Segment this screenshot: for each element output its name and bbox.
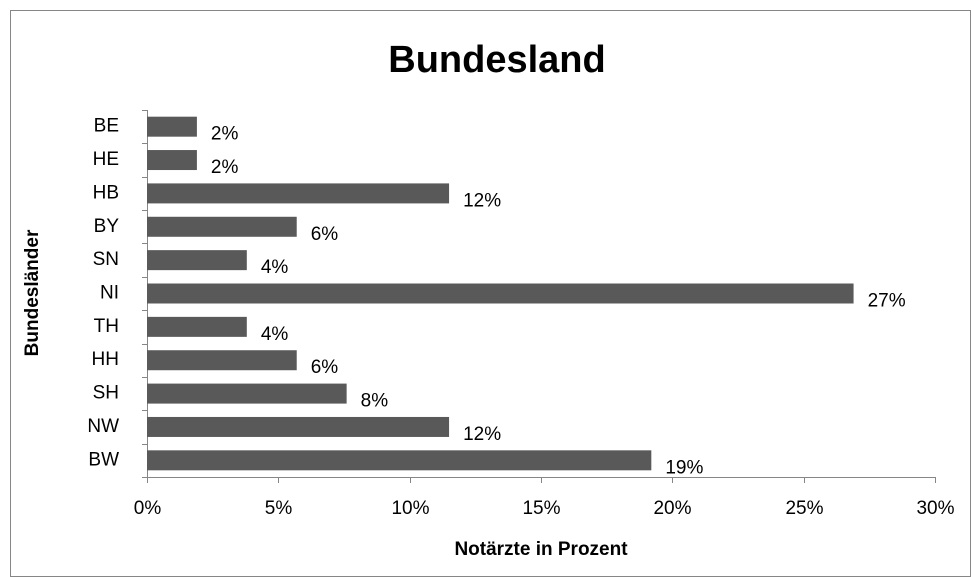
x-tick-label: 25% [785, 498, 823, 519]
y-tick-label: BW [88, 449, 119, 470]
data-label: 4% [261, 324, 289, 345]
y-axis-title: Bundesländer [22, 229, 43, 356]
bar [147, 216, 297, 237]
y-tick-label: HE [93, 149, 119, 170]
bar [147, 450, 652, 471]
bar [147, 283, 854, 304]
data-label: 8% [361, 391, 389, 412]
data-label: 27% [868, 291, 906, 312]
y-tick-label: BY [94, 216, 120, 237]
y-tick-label: SH [93, 383, 119, 404]
x-tick-label: 30% [916, 498, 954, 519]
bar [147, 116, 197, 137]
x-axis-title: Notärzte in Prozent [454, 539, 628, 560]
bar [147, 383, 347, 404]
data-label: 4% [261, 257, 289, 278]
y-tick-label: HH [92, 349, 119, 370]
data-label: 12% [463, 190, 501, 211]
bar [147, 416, 450, 437]
bar [147, 350, 297, 371]
data-label: 12% [463, 424, 501, 445]
y-tick-label: HB [93, 182, 119, 203]
data-label: 2% [211, 124, 239, 145]
x-tick-label: 0% [134, 498, 162, 519]
bar [147, 183, 450, 204]
data-label: 6% [311, 224, 339, 245]
bar [147, 316, 247, 337]
y-tick-label: NW [87, 416, 119, 437]
y-tick-label: BE [94, 116, 119, 137]
data-label: 2% [211, 157, 239, 178]
x-tick-label: 10% [391, 498, 429, 519]
x-tick-label: 20% [653, 498, 691, 519]
data-label: 6% [311, 357, 339, 378]
bar [147, 150, 197, 171]
data-label: 19% [665, 457, 703, 478]
y-tick-label: TH [94, 316, 119, 337]
x-tick-label: 15% [522, 498, 560, 519]
y-tick-label: SN [93, 249, 119, 270]
x-tick-label: 5% [265, 498, 293, 519]
bar [147, 250, 247, 271]
y-tick-label: NI [100, 283, 119, 304]
chart-title: Bundesland [388, 39, 605, 81]
